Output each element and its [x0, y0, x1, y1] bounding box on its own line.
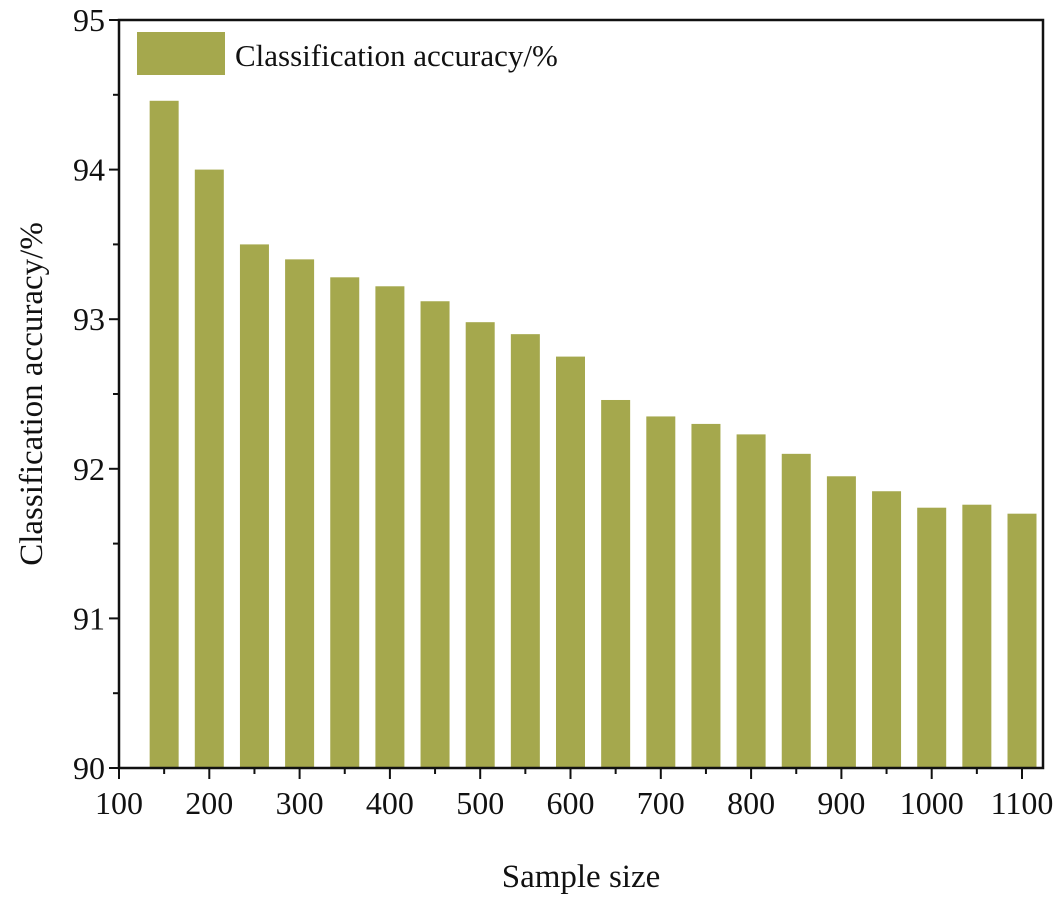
- bar: [375, 286, 405, 768]
- bar: [691, 423, 721, 768]
- bar: [962, 504, 992, 768]
- bar: [826, 476, 856, 768]
- x-tick-label: 100: [95, 785, 143, 821]
- x-tick-label: 600: [547, 785, 595, 821]
- bar: [149, 100, 179, 768]
- bar: [556, 356, 585, 768]
- x-tick-label: 1100: [991, 785, 1054, 821]
- bar: [285, 259, 315, 768]
- bar: [330, 277, 360, 768]
- x-axis-title: Sample size: [502, 859, 661, 895]
- bars: [149, 100, 1037, 769]
- bar: [917, 507, 947, 768]
- x-tick-label: 1000: [900, 785, 964, 821]
- legend: Classification accuracy/%: [137, 32, 558, 75]
- axes: 90 91 92 93 94 95 100 200 300 400 500 600 700 800 900 1…: [73, 2, 1053, 821]
- bar: [736, 434, 766, 768]
- y-axis-title: Classification accuracy/%: [14, 222, 50, 566]
- bar: [646, 416, 676, 768]
- bar: [239, 244, 269, 768]
- y-tick-label: 90: [73, 750, 105, 786]
- y-tick-label: 92: [73, 451, 105, 487]
- bar: [465, 322, 495, 768]
- x-tick-label: 400: [366, 785, 414, 821]
- bar: [1007, 513, 1037, 768]
- bar: [510, 334, 540, 768]
- x-tick-label: 800: [727, 785, 775, 821]
- legend-swatch: [137, 32, 225, 75]
- y-tick-label: 95: [73, 2, 105, 38]
- x-tick-label: 500: [456, 785, 504, 821]
- bar: [781, 453, 811, 768]
- y-tick-label: 94: [73, 152, 105, 188]
- legend-label: Classification accuracy/%: [235, 38, 558, 73]
- bar: [601, 399, 631, 768]
- x-tick-label: 200: [185, 785, 233, 821]
- bar: [872, 491, 902, 768]
- y-tick-label: 93: [73, 301, 105, 337]
- bar: [194, 169, 224, 769]
- x-tick-label: 700: [637, 785, 685, 821]
- x-tick-label: 900: [817, 785, 865, 821]
- bar: [420, 301, 450, 768]
- y-tick-label: 91: [73, 600, 105, 636]
- x-tick-label: 300: [276, 785, 324, 821]
